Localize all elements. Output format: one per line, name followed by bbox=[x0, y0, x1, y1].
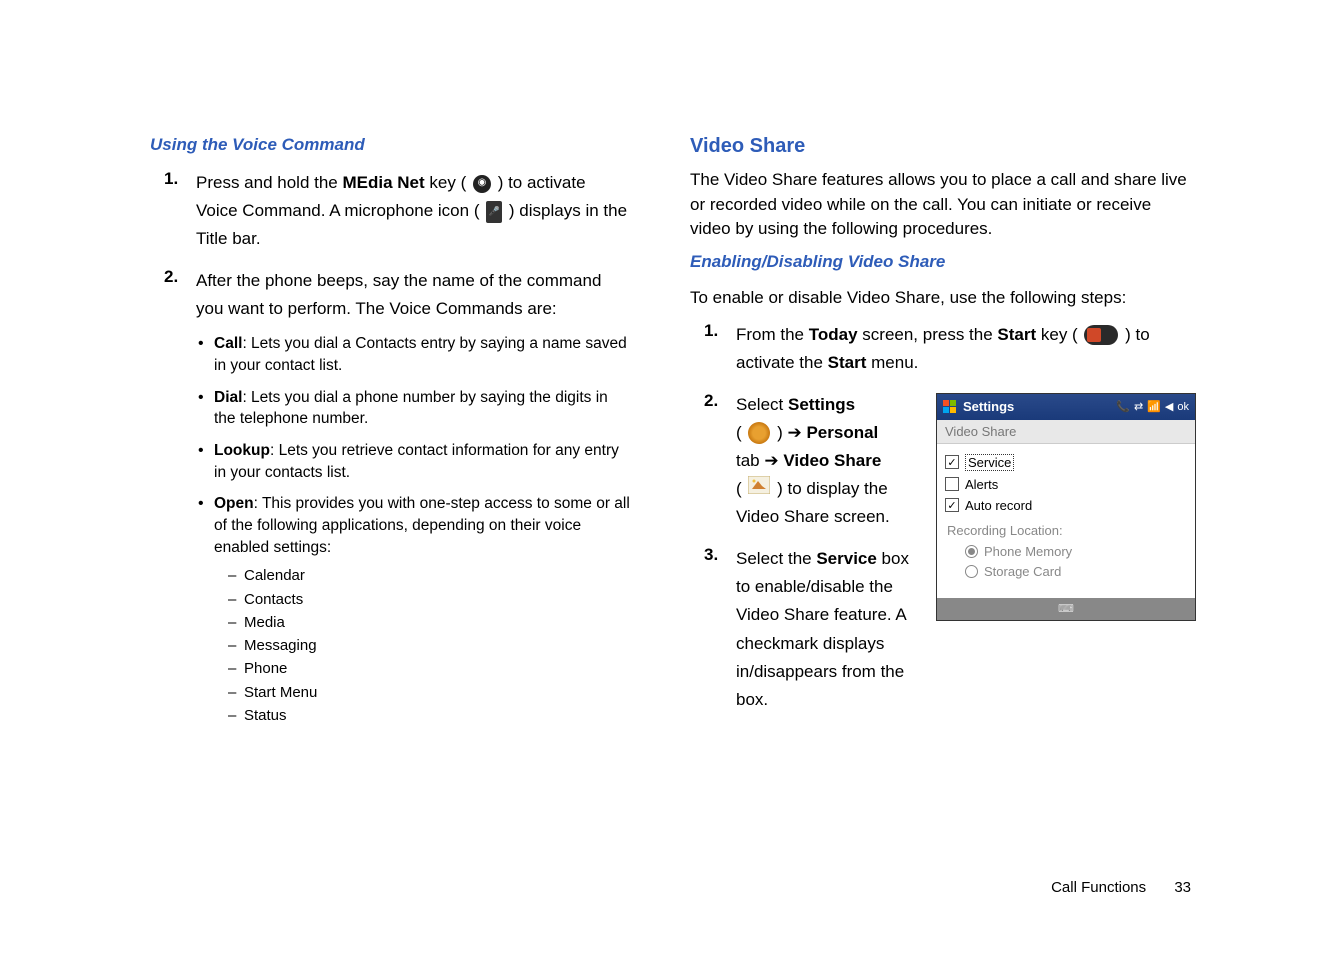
signal-icon: 📶 bbox=[1147, 400, 1161, 413]
checkbox-label: Service bbox=[965, 454, 1014, 471]
open-apps-list: Calendar Contacts Media Messaging Phone … bbox=[214, 564, 630, 727]
video-share-steps: 1. From the Today screen, press the Star… bbox=[690, 321, 1196, 377]
start-key-icon bbox=[1084, 325, 1118, 345]
radio-icon[interactable] bbox=[965, 545, 978, 558]
checkbox-label: Auto record bbox=[965, 498, 1032, 513]
storage-card-radio-row[interactable]: Storage Card bbox=[945, 564, 1187, 579]
settings-screenshot: Settings 📞 ⇄ 📶 ◀ ok Video Share ✓ Servic… bbox=[936, 393, 1196, 621]
step-content: After the phone beeps, say the name of t… bbox=[196, 267, 630, 737]
dash-item: Status bbox=[228, 704, 630, 727]
screenshot-bottombar: ⌨ bbox=[937, 598, 1195, 620]
autorecord-checkbox-row[interactable]: ✓ Auto record bbox=[945, 498, 1187, 513]
bullet-call: Call: Lets you dial a Contacts entry by … bbox=[196, 333, 630, 376]
network-icon: ⇄ bbox=[1134, 400, 1143, 413]
footer-section: Call Functions bbox=[1051, 879, 1146, 896]
video-share-intro: The Video Share features allows you to p… bbox=[690, 168, 1196, 242]
vs-step-1: 1. From the Today screen, press the Star… bbox=[704, 321, 1196, 377]
screenshot-subtitle: Video Share bbox=[937, 420, 1195, 444]
right-column: Video Share The Video Share features all… bbox=[690, 135, 1196, 751]
service-checkbox-row[interactable]: ✓ Service bbox=[945, 454, 1187, 471]
dash-item: Phone bbox=[228, 657, 630, 680]
step-content: Select the Service box to enable/disable… bbox=[736, 545, 926, 713]
step-content: Select Settings ( ) ➔ Personal tab ➔ Vid… bbox=[736, 391, 926, 532]
radio-label: Phone Memory bbox=[984, 544, 1072, 559]
step-content: Press and hold the MEdia Net key ( ◉ ) t… bbox=[196, 169, 630, 253]
enable-disable-subheading: Enabling/Disabling Video Share bbox=[690, 252, 1196, 272]
dash-item: Start Menu bbox=[228, 681, 630, 704]
status-icons: 📞 ⇄ 📶 ◀ ok bbox=[1116, 400, 1189, 413]
windows-flag-icon bbox=[943, 400, 957, 414]
step-2: 2. After the phone beeps, say the name o… bbox=[164, 267, 630, 737]
media-net-key-icon: ◉ bbox=[473, 175, 491, 193]
page-footer: Call Functions 33 bbox=[1051, 879, 1191, 896]
phone-memory-radio-row[interactable]: Phone Memory bbox=[945, 544, 1187, 559]
keyboard-icon[interactable]: ⌨ bbox=[1058, 602, 1074, 615]
step-number: 1. bbox=[164, 169, 196, 253]
alerts-checkbox-row[interactable]: Alerts bbox=[945, 477, 1187, 492]
dash-item: Contacts bbox=[228, 588, 630, 611]
video-share-icon bbox=[748, 475, 770, 503]
vs-step-2: 2. Select Settings ( ) ➔ Personal tab ➔ … bbox=[704, 391, 926, 532]
bullet-lookup: Lookup: Lets you retrieve contact inform… bbox=[196, 440, 630, 483]
screenshot-title: Settings bbox=[963, 399, 1014, 414]
dash-item: Media bbox=[228, 611, 630, 634]
video-share-heading: Video Share bbox=[690, 135, 1196, 158]
footer-page-number: 33 bbox=[1174, 879, 1191, 896]
phone-status-icon: 📞 bbox=[1116, 400, 1130, 413]
vs-step-3: 3. Select the Service box to enable/disa… bbox=[704, 545, 926, 713]
left-column: Using the Voice Command 1. Press and hol… bbox=[150, 135, 630, 751]
speaker-icon: ◀ bbox=[1165, 400, 1173, 413]
ok-button[interactable]: ok bbox=[1177, 401, 1189, 413]
checkbox-icon[interactable]: ✓ bbox=[945, 455, 959, 469]
step-number: 2. bbox=[704, 391, 736, 532]
step-number: 2. bbox=[164, 267, 196, 737]
bullet-dial: Dial: Lets you dial a phone number by sa… bbox=[196, 387, 630, 430]
screenshot-titlebar: Settings 📞 ⇄ 📶 ◀ ok bbox=[937, 394, 1195, 420]
step-number: 1. bbox=[704, 321, 736, 377]
voice-command-steps: 1. Press and hold the MEdia Net key ( ◉ … bbox=[150, 169, 630, 737]
step-number: 3. bbox=[704, 545, 736, 713]
dash-item: Messaging bbox=[228, 634, 630, 657]
checkbox-label: Alerts bbox=[965, 477, 998, 492]
radio-label: Storage Card bbox=[984, 564, 1061, 579]
voice-command-subheading: Using the Voice Command bbox=[150, 135, 630, 155]
bullet-open: Open: This provides you with one-step ac… bbox=[196, 493, 630, 727]
voice-commands-list: Call: Lets you dial a Contacts entry by … bbox=[196, 333, 630, 727]
step-content: From the Today screen, press the Start k… bbox=[736, 321, 1196, 377]
step-1: 1. Press and hold the MEdia Net key ( ◉ … bbox=[164, 169, 630, 253]
microphone-icon: 🎤 bbox=[486, 201, 502, 223]
checkbox-icon[interactable]: ✓ bbox=[945, 498, 959, 512]
radio-icon[interactable] bbox=[965, 565, 978, 578]
dash-item: Calendar bbox=[228, 564, 630, 587]
enable-intro: To enable or disable Video Share, use th… bbox=[690, 286, 1196, 311]
checkbox-icon[interactable] bbox=[945, 477, 959, 491]
screenshot-body: ✓ Service Alerts ✓ Auto record Recording… bbox=[937, 444, 1195, 598]
settings-gear-icon bbox=[748, 422, 770, 444]
recording-location-label: Recording Location: bbox=[947, 523, 1187, 538]
